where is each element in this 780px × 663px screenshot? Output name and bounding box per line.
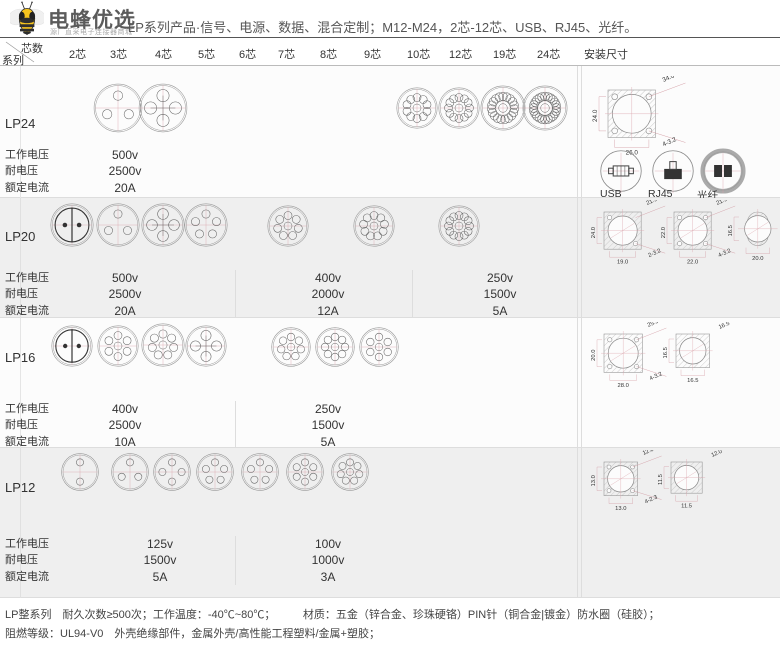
svg-text:24.0: 24.0	[592, 109, 599, 122]
svg-text:20.0: 20.0	[752, 256, 763, 262]
svg-text:28.0: 28.0	[618, 383, 629, 388]
svg-text:22.0: 22.0	[687, 260, 698, 265]
svg-text:11.5: 11.5	[658, 474, 664, 485]
svg-text:4-3.2: 4-3.2	[661, 136, 677, 148]
svg-text:11.5: 11.5	[681, 504, 692, 509]
svg-text:24.0: 24.0	[591, 227, 597, 238]
svg-text:22.0: 22.0	[661, 227, 667, 238]
svg-text:16.5: 16.5	[718, 322, 731, 331]
svg-text:12.0: 12.0	[642, 450, 655, 457]
svg-text:19.0: 19.0	[617, 260, 628, 265]
svg-text:21.9: 21.9	[646, 200, 659, 207]
svg-text:16.5: 16.5	[687, 378, 698, 384]
svg-text:16.5: 16.5	[663, 347, 669, 358]
svg-text:34.0: 34.0	[661, 76, 675, 84]
svg-text:25.5: 25.5	[647, 322, 660, 329]
svg-text:13.0: 13.0	[615, 506, 626, 512]
svg-text:16.5: 16.5	[728, 225, 734, 236]
svg-text:20.0: 20.0	[591, 350, 597, 361]
svg-text:13.0: 13.0	[591, 475, 597, 486]
svg-text:12.0: 12.0	[711, 450, 724, 459]
